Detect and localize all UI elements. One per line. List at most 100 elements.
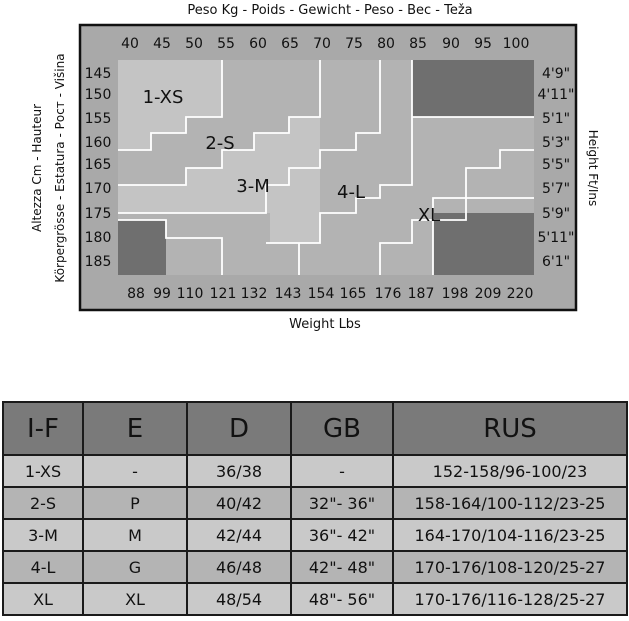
kg-tick: 90	[442, 36, 460, 52]
cm-tick: 165	[85, 157, 112, 173]
ftin-tick: 5'11"	[537, 230, 574, 246]
table-cell: 36"- 42"	[290, 518, 394, 552]
cm-tick: 160	[85, 135, 112, 151]
header-e: E	[82, 401, 188, 456]
header-rus: RUS	[392, 401, 628, 456]
table-row: 3-M M 42/44 36"- 42" 164-170/104-116/23-…	[2, 518, 628, 552]
cm-ticks: 145 150 155 160 165 170 175 180 185	[85, 66, 112, 270]
zone-dark-bottom-left	[118, 220, 166, 275]
ftin-tick: 4'9"	[542, 66, 570, 82]
y-axis-label-right: Height Ft/Ins	[586, 130, 600, 207]
zone-1-xs-area	[118, 60, 222, 150]
table-row: 1-XS - 36/38 - 152-158/96-100/23	[2, 454, 628, 488]
zone-3-m-area	[118, 117, 320, 243]
table-cell: 46/48	[186, 550, 292, 584]
cm-tick: 155	[85, 111, 112, 127]
cm-tick: 150	[85, 87, 112, 103]
lbs-tick: 220	[507, 286, 534, 302]
kg-tick: 95	[474, 36, 492, 52]
lbs-tick: 99	[153, 286, 171, 302]
lbs-tick: 165	[340, 286, 367, 302]
table-cell: 3-M	[2, 518, 84, 552]
lbs-tick: 176	[375, 286, 402, 302]
header-if: I-F	[2, 401, 84, 456]
ftin-tick: 5'5"	[542, 157, 570, 173]
kg-tick: 40	[121, 36, 139, 52]
zone-labels: 1-XS 2-S 3-M 4-L XL	[143, 87, 441, 226]
zone-xl-dark-bottom	[433, 213, 534, 275]
zone-label-xl: XL	[418, 205, 440, 226]
kg-tick: 70	[313, 36, 331, 52]
table-cell: XL	[82, 582, 188, 616]
table-cell: 42/44	[186, 518, 292, 552]
y-axis-label-left-1: Altezza Cm - Hauteur	[30, 104, 44, 232]
table-cell: 1-XS	[2, 454, 84, 488]
kg-tick: 80	[377, 36, 395, 52]
table-cell: G	[82, 550, 188, 584]
zone-xl-dark-top	[412, 60, 534, 117]
y-axis-label-left-2: Körpergrösse - Estatura - Рост - Višina	[53, 53, 67, 282]
ftin-ticks: 4'9" 4'11" 5'1" 5'3" 5'5" 5'7" 5'9" 5'11…	[537, 66, 574, 270]
lbs-tick: 187	[408, 286, 435, 302]
lbs-tick: 121	[210, 286, 237, 302]
cm-tick: 145	[85, 66, 112, 82]
lbs-ticks: 88 99 110 121 132 143 154 165 176 187 19…	[127, 286, 533, 302]
lbs-tick: 132	[241, 286, 268, 302]
kg-tick: 50	[185, 36, 203, 52]
lbs-tick: 110	[177, 286, 204, 302]
kg-ticks: 40 45 50 55 60 65 70 75 80 85 90 95 100	[121, 36, 529, 52]
table-cell: 152-158/96-100/23	[392, 454, 628, 488]
chart-title: Peso Kg - Poids - Gewicht - Peso - Bec -…	[187, 3, 472, 18]
table-cell: 4-L	[2, 550, 84, 584]
ftin-tick: 4'11"	[537, 87, 574, 103]
ftin-tick: 5'9"	[542, 206, 570, 222]
kg-tick: 65	[281, 36, 299, 52]
table-cell: P	[82, 486, 188, 520]
table-cell: 32"- 36"	[290, 486, 394, 520]
zone-label-1-xs: 1-XS	[143, 87, 184, 108]
table-cell: -	[290, 454, 394, 488]
kg-tick: 45	[153, 36, 171, 52]
ftin-tick: 5'1"	[542, 111, 570, 127]
zone-label-2-s: 2-S	[205, 133, 234, 154]
cm-tick: 170	[85, 181, 112, 197]
ftin-tick: 5'3"	[542, 135, 570, 151]
size-conversion-table: I-F E D GB RUS 1-XS - 36/38 - 152-158/96…	[2, 401, 628, 616]
kg-tick: 55	[217, 36, 235, 52]
kg-tick: 85	[409, 36, 427, 52]
table-row: XL XL 48/54 48"- 56" 170-176/116-128/25-…	[2, 582, 628, 616]
kg-tick: 60	[249, 36, 267, 52]
table-row: 2-S P 40/42 32"- 36" 158-164/100-112/23-…	[2, 486, 628, 520]
table-cell: XL	[2, 582, 84, 616]
lbs-tick: 209	[475, 286, 502, 302]
cm-tick: 180	[85, 230, 112, 246]
table-header-row: I-F E D GB RUS	[2, 401, 628, 456]
ftin-tick: 5'7"	[542, 181, 570, 197]
cm-tick: 185	[85, 254, 112, 270]
lbs-tick: 198	[442, 286, 469, 302]
zone-label-3-m: 3-M	[236, 176, 269, 197]
table-cell: 158-164/100-112/23-25	[392, 486, 628, 520]
size-chart: Peso Kg - Poids - Gewicht - Peso - Bec -…	[30, 3, 600, 332]
table-cell: M	[82, 518, 188, 552]
lbs-tick: 154	[308, 286, 335, 302]
header-d: D	[186, 401, 292, 456]
kg-tick: 100	[503, 36, 530, 52]
table-cell: -	[82, 454, 188, 488]
zone-label-4-l: 4-L	[337, 182, 365, 203]
table-cell: 164-170/104-116/23-25	[392, 518, 628, 552]
table-cell: 40/42	[186, 486, 292, 520]
lbs-tick: 143	[275, 286, 302, 302]
table-cell: 170-176/116-128/25-27	[392, 582, 628, 616]
table-cell: 36/38	[186, 454, 292, 488]
ftin-tick: 6'1"	[542, 254, 570, 270]
kg-tick: 75	[345, 36, 363, 52]
table-cell: 170-176/108-120/25-27	[392, 550, 628, 584]
table-row: 4-L G 46/48 42"- 48" 170-176/108-120/25-…	[2, 550, 628, 584]
table-cell: 48/54	[186, 582, 292, 616]
x-axis-label: Weight Lbs	[289, 317, 361, 332]
lbs-tick: 88	[127, 286, 145, 302]
table-cell: 48"- 56"	[290, 582, 394, 616]
table-cell: 2-S	[2, 486, 84, 520]
zone-boundary-lines	[118, 60, 534, 275]
